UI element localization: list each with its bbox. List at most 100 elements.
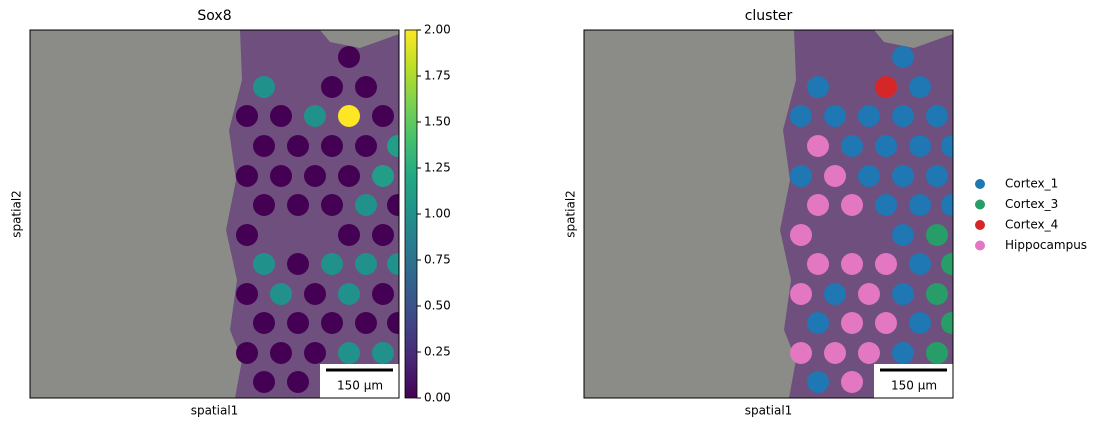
spot <box>824 342 846 364</box>
spot <box>304 342 326 364</box>
spot <box>858 105 880 127</box>
spot <box>807 194 829 216</box>
colorbar-tick-label: 1.50 <box>424 115 451 129</box>
colorbar <box>404 29 418 399</box>
spot <box>875 312 897 334</box>
spot <box>338 224 360 246</box>
spot <box>841 312 863 334</box>
spot <box>338 46 360 68</box>
spot <box>909 253 931 275</box>
spot <box>790 224 812 246</box>
spot <box>338 283 360 305</box>
spot <box>387 194 399 216</box>
spot <box>372 165 394 187</box>
spot <box>892 342 914 364</box>
legend-marker <box>975 179 985 189</box>
spot <box>270 342 292 364</box>
colorbar-tick-label: 1.25 <box>424 161 451 175</box>
colorbar-tick-label: 2.00 <box>424 23 451 37</box>
spot <box>387 135 399 157</box>
title: Sox8 <box>197 8 231 24</box>
spot <box>841 135 863 157</box>
spot <box>824 283 846 305</box>
spot <box>892 224 914 246</box>
spot <box>287 371 309 393</box>
spot <box>372 342 394 364</box>
spot <box>372 105 394 127</box>
spot <box>909 76 931 98</box>
plot-area: 150 µm <box>30 30 399 398</box>
spot <box>858 165 880 187</box>
spot <box>941 135 953 157</box>
spot <box>909 194 931 216</box>
legend-marker <box>975 199 985 210</box>
spot <box>941 253 953 275</box>
frame <box>583 29 954 399</box>
spot <box>236 105 258 127</box>
spot <box>270 283 292 305</box>
legend-label: Hippocampus <box>1005 238 1087 252</box>
spot <box>321 76 343 98</box>
spot <box>841 371 863 393</box>
spot <box>321 194 343 216</box>
spot <box>287 312 309 334</box>
spot <box>270 165 292 187</box>
spot <box>236 224 258 246</box>
spot <box>841 194 863 216</box>
spot <box>807 76 829 98</box>
spot <box>387 253 399 275</box>
spot <box>807 312 829 334</box>
spot <box>807 135 829 157</box>
spot <box>807 371 829 393</box>
spot <box>875 76 897 98</box>
spot <box>841 253 863 275</box>
spot <box>372 224 394 246</box>
legend-label: Cortex_4 <box>1005 218 1058 232</box>
spot <box>909 135 931 157</box>
legend-label: Cortex_3 <box>1005 197 1058 211</box>
spot <box>926 224 948 246</box>
spot <box>941 312 953 334</box>
spot <box>236 342 258 364</box>
spot <box>321 253 343 275</box>
spot <box>909 312 931 334</box>
spot <box>253 371 275 393</box>
spot <box>790 165 812 187</box>
colorbar-tick-label: 0.25 <box>424 345 451 359</box>
title: cluster <box>745 8 793 24</box>
spot <box>941 194 953 216</box>
y-label: spatial2 <box>564 190 578 238</box>
legend-marker <box>975 240 985 251</box>
spot <box>875 135 897 157</box>
spot <box>892 283 914 305</box>
spot <box>926 165 948 187</box>
spot <box>824 165 846 187</box>
legend-label: Cortex_1 <box>1005 177 1058 191</box>
x-label: spatial1 <box>745 404 793 418</box>
spot <box>790 283 812 305</box>
spot <box>287 135 309 157</box>
spot <box>287 253 309 275</box>
colorbar-tick-label: 0.00 <box>424 391 451 405</box>
spot <box>321 312 343 334</box>
spot <box>236 165 258 187</box>
spot <box>824 105 846 127</box>
spot <box>387 312 399 334</box>
spot <box>304 283 326 305</box>
y-label: spatial2 <box>10 190 24 238</box>
spot <box>790 342 812 364</box>
spot <box>355 76 377 98</box>
scalebar-label: 150 µm <box>891 379 937 393</box>
spot <box>892 165 914 187</box>
spot <box>355 312 377 334</box>
spot <box>321 135 343 157</box>
spot <box>304 105 326 127</box>
spot <box>858 283 880 305</box>
spot <box>338 105 360 127</box>
spot <box>253 135 275 157</box>
spot <box>926 342 948 364</box>
spot <box>892 105 914 127</box>
spot <box>926 105 948 127</box>
spot <box>236 283 258 305</box>
